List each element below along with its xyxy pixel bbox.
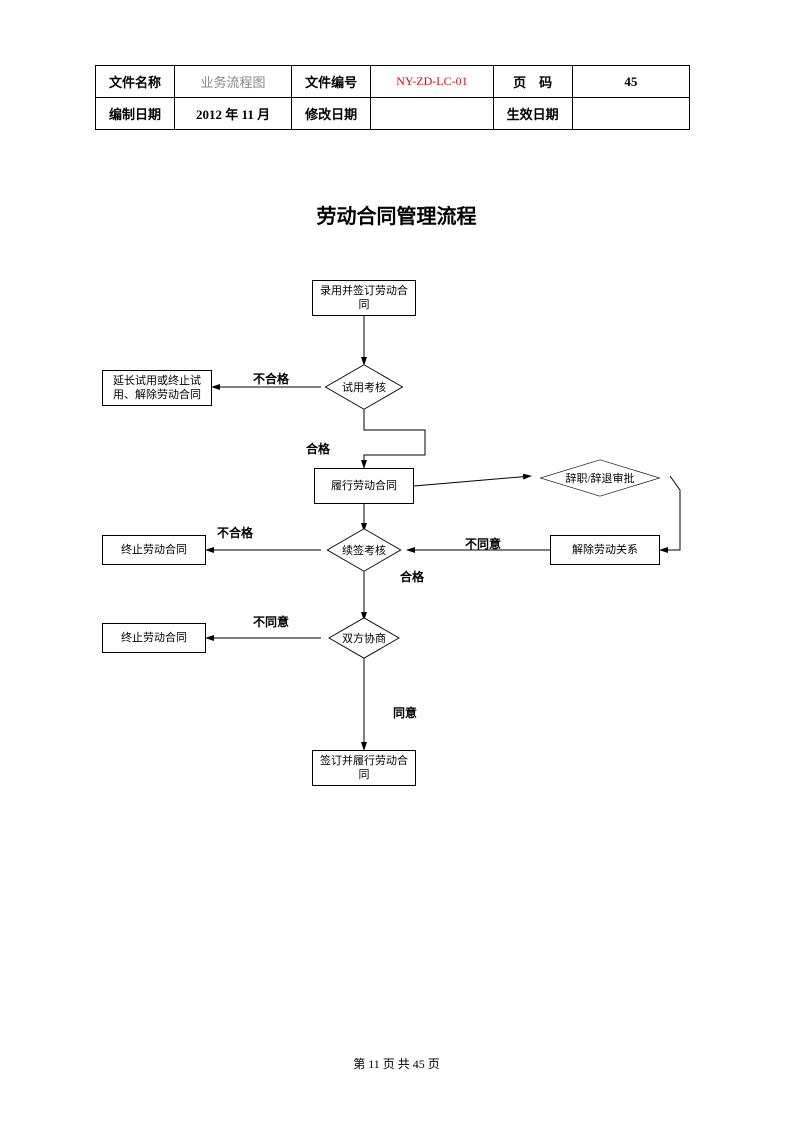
hcell-create-value: 2012 年 11 月	[174, 98, 291, 130]
edge-disagree1: 不同意	[465, 535, 501, 552]
hcell-name-value: 业务流程图	[174, 66, 291, 98]
node-start: 录用并签订劳动合同	[312, 280, 416, 316]
node-dissolve-label: 解除劳动关系	[572, 543, 638, 557]
hcell-docnum-value: NY-ZD-LC-01	[371, 66, 494, 98]
node-terminate2-label: 终止劳动合同	[121, 631, 187, 645]
hcell-effective-label: 生效日期	[493, 98, 572, 130]
node-negotiate-label: 双方协商	[321, 628, 407, 648]
hcell-create-label: 编制日期	[96, 98, 175, 130]
edge-pass1: 合格	[306, 440, 330, 457]
node-perform-label: 履行劳动合同	[331, 479, 397, 493]
node-sign-label: 签订并履行劳动合同	[315, 754, 413, 783]
node-probation-label: 试用考核	[321, 377, 407, 397]
edge-agree: 同意	[393, 704, 417, 721]
node-terminate2: 终止劳动合同	[102, 623, 206, 653]
hcell-page-value: 45	[572, 66, 689, 98]
node-perform: 履行劳动合同	[314, 468, 414, 504]
edge-fail1: 不合格	[253, 370, 289, 387]
page-title: 劳动合同管理流程	[0, 200, 793, 229]
hcell-name-label: 文件名称	[96, 66, 175, 98]
node-terminate1: 终止劳动合同	[102, 535, 206, 565]
edge-pass2: 合格	[400, 568, 424, 585]
hcell-docnum-label: 文件编号	[292, 66, 371, 98]
hcell-page-label: 页 码	[493, 66, 572, 98]
hcell-modify-label: 修改日期	[292, 98, 371, 130]
hcell-modify-value	[371, 98, 494, 130]
flowchart-svg	[0, 270, 793, 920]
node-renew-label: 续签考核	[321, 540, 407, 560]
node-extend-label: 延长试用或终止试用、解除劳动合同	[105, 374, 209, 403]
page-footer: 第 11 页 共 45 页	[0, 1055, 793, 1072]
header-table: 文件名称 业务流程图 文件编号 NY-ZD-LC-01 页 码 45 编制日期 …	[95, 65, 690, 130]
edge-fail2: 不合格	[217, 524, 253, 541]
edge-disagree2: 不同意	[253, 613, 289, 630]
node-resign-label: 辞职/辞退审批	[531, 468, 669, 488]
node-sign: 签订并履行劳动合同	[312, 750, 416, 786]
node-extend: 延长试用或终止试用、解除劳动合同	[102, 370, 212, 406]
hcell-effective-value	[572, 98, 689, 130]
flowchart-container: 录用并签订劳动合同 延长试用或终止试用、解除劳动合同 履行劳动合同 解除劳动关系…	[0, 270, 793, 920]
node-start-label: 录用并签订劳动合同	[315, 284, 413, 313]
node-dissolve: 解除劳动关系	[550, 535, 660, 565]
node-terminate1-label: 终止劳动合同	[121, 543, 187, 557]
